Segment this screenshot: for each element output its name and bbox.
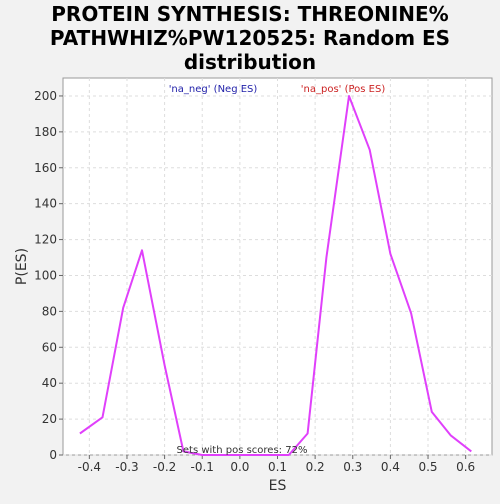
chart-title-line: PROTEIN SYNTHESIS: THREONINE% — [51, 2, 448, 26]
x-tick-label: -0.4 — [78, 460, 101, 474]
y-tick-label: 120 — [34, 233, 57, 247]
grid — [63, 78, 492, 455]
pos-annotation: 'na_pos' (Pos ES) — [301, 84, 386, 95]
x-tick-label: -0.3 — [115, 460, 138, 474]
x-tick-label: 0.2 — [306, 460, 325, 474]
y-tick-label: 0 — [49, 448, 57, 462]
chart-title-line: PATHWHIZ%PW120525: Random ES — [50, 26, 450, 50]
y-tick-label: 20 — [42, 412, 57, 426]
x-tick-label: 0.6 — [456, 460, 475, 474]
y-tick-label: 100 — [34, 268, 57, 282]
y-tick-label: 40 — [42, 376, 57, 390]
chart-title-line: distribution — [184, 50, 316, 74]
x-tick-label: -0.2 — [153, 460, 176, 474]
footer-annotation: Sets with pos scores: 72% — [177, 445, 308, 456]
x-tick-label: 0.1 — [268, 460, 287, 474]
y-tick-label: 80 — [42, 304, 57, 318]
y-tick-label: 60 — [42, 340, 57, 354]
x-tick-label: -0.1 — [191, 460, 214, 474]
neg-annotation: 'na_neg' (Neg ES) — [169, 84, 258, 95]
y-tick-label: 140 — [34, 197, 57, 211]
x-axis-label: ES — [269, 478, 287, 494]
x-tick-label: 0.5 — [418, 460, 437, 474]
x-tick-label: 0.0 — [230, 460, 249, 474]
x-tick-label: 0.3 — [343, 460, 362, 474]
chart-title: PROTEIN SYNTHESIS: THREONINE%PATHWHIZ%PW… — [50, 2, 450, 74]
y-tick-label: 180 — [34, 125, 57, 139]
y-tick-label: 200 — [34, 89, 57, 103]
y-axis-label: P(ES) — [14, 248, 30, 285]
y-tick-label: 160 — [34, 161, 57, 175]
x-tick-label: 0.4 — [381, 460, 400, 474]
